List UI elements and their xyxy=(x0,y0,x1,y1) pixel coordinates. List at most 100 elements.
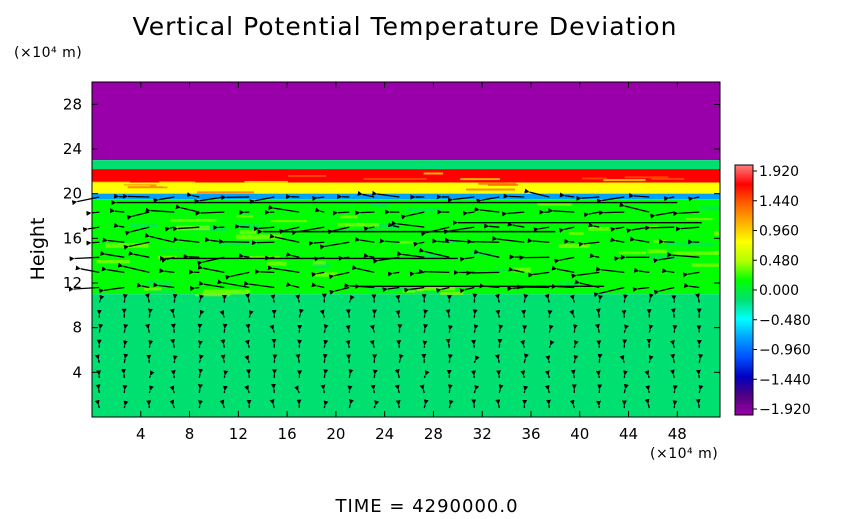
colorbar-tick-label: 1.440 xyxy=(759,194,799,210)
vector-arrow xyxy=(269,233,300,243)
vector-arrow xyxy=(198,354,204,364)
vector-arrow xyxy=(198,309,205,318)
vector-arrow xyxy=(648,293,654,303)
field-texture xyxy=(648,254,679,259)
vector-arrow xyxy=(148,385,154,394)
vector-arrow xyxy=(423,309,429,318)
vector-arrow xyxy=(520,370,526,379)
vector-arrow xyxy=(523,293,529,303)
time-footer: TIME = 4290000.0 xyxy=(335,496,519,517)
vector-arrow xyxy=(100,250,125,258)
field-texture xyxy=(143,188,166,191)
vector-arrow xyxy=(244,355,250,364)
vector-arrow xyxy=(548,324,554,333)
field-texture xyxy=(375,224,399,229)
colorbar-tick-label: −0.480 xyxy=(759,313,811,329)
colorbar: 1.920 1.440 0.960 0.480 0.000 −0.480 −0.960 −1.… xyxy=(734,164,811,418)
vector-arrow xyxy=(698,353,704,363)
vector-arrow xyxy=(387,222,400,228)
vector-arrow xyxy=(554,256,575,264)
x-tick-label: 20 xyxy=(326,425,345,443)
vector-arrow xyxy=(447,196,475,203)
vector-arrow xyxy=(688,196,700,202)
vector-arrow xyxy=(466,270,500,276)
vector-arrow xyxy=(219,310,225,318)
vector-arrow xyxy=(573,354,579,363)
vector-arrow xyxy=(473,384,480,394)
colorbar-tick-label: 1.920 xyxy=(759,164,799,180)
vector-arrow xyxy=(527,238,550,244)
field-band-2 xyxy=(92,169,720,183)
field-texture xyxy=(363,177,427,180)
vector-arrow xyxy=(495,399,501,409)
vector-arrow xyxy=(223,370,229,379)
vector-arrow xyxy=(653,256,675,264)
field-texture xyxy=(537,202,572,206)
vector-arrow xyxy=(219,239,250,245)
y-tick-label: 8 xyxy=(72,319,82,337)
field-texture xyxy=(159,181,196,184)
y-axis-unit: (×10⁴ m) xyxy=(14,45,83,61)
vector-arrow xyxy=(328,271,350,280)
vector-arrow xyxy=(268,204,300,213)
vector-arrow xyxy=(494,293,500,303)
vector-arrow xyxy=(123,353,129,363)
field-texture xyxy=(170,218,217,222)
vector-arrow xyxy=(169,308,175,318)
colorbar-scale xyxy=(734,164,754,416)
field-texture xyxy=(239,230,256,235)
vector-arrow xyxy=(245,323,251,333)
field-texture xyxy=(383,186,439,189)
vector-arrow xyxy=(595,266,625,274)
vector-arrow xyxy=(86,210,100,216)
vector-arrow xyxy=(695,398,701,409)
field-texture xyxy=(649,184,678,187)
vector-arrow xyxy=(323,369,329,379)
vector-arrow xyxy=(220,339,226,348)
vector-arrow xyxy=(363,252,375,258)
vector-arrow xyxy=(198,280,225,289)
vector-arrow xyxy=(633,267,650,274)
vector-arrow xyxy=(117,262,150,274)
vector-arrow xyxy=(599,210,625,216)
y-tick-label: 28 xyxy=(63,95,82,113)
vector-arrow xyxy=(371,190,400,198)
vector-arrow xyxy=(494,354,500,363)
field-texture xyxy=(195,294,231,297)
field-texture xyxy=(415,290,441,294)
vector-arrow xyxy=(382,286,400,293)
plot-frame xyxy=(91,81,721,418)
vector-arrow xyxy=(528,271,550,278)
vector-arrow xyxy=(159,268,175,274)
vector-arrow xyxy=(173,236,200,243)
field-texture xyxy=(146,280,172,286)
field-texture xyxy=(651,177,685,180)
vector-arrow xyxy=(169,399,175,409)
vector-arrow xyxy=(95,384,101,394)
vector-arrow xyxy=(396,251,425,258)
vector-arrow xyxy=(285,251,300,258)
vector-arrow xyxy=(86,240,100,246)
field-texture xyxy=(370,203,389,207)
field-texture xyxy=(130,223,159,228)
vector-arrow xyxy=(578,241,600,247)
vector-arrow xyxy=(571,271,600,279)
y-tick-label: 4 xyxy=(72,363,82,381)
vector-arrow xyxy=(243,280,275,289)
vector-arrow xyxy=(183,254,200,260)
field-texture xyxy=(478,182,517,185)
field-texture xyxy=(238,223,261,229)
field-band-4 xyxy=(92,193,720,200)
vector-arrow xyxy=(644,398,650,409)
vector-arrow xyxy=(473,324,479,333)
vector-arrow xyxy=(348,369,354,379)
vector-arrow xyxy=(197,264,225,274)
vector-arrow xyxy=(348,294,355,303)
vector-arrow xyxy=(645,385,651,394)
vector-arrow xyxy=(669,339,675,348)
vector-arrow xyxy=(503,193,525,199)
vector-arrow xyxy=(508,266,525,274)
vector-arrow xyxy=(645,225,675,231)
vector-arrow xyxy=(589,253,600,258)
vector-arrow xyxy=(170,338,176,348)
